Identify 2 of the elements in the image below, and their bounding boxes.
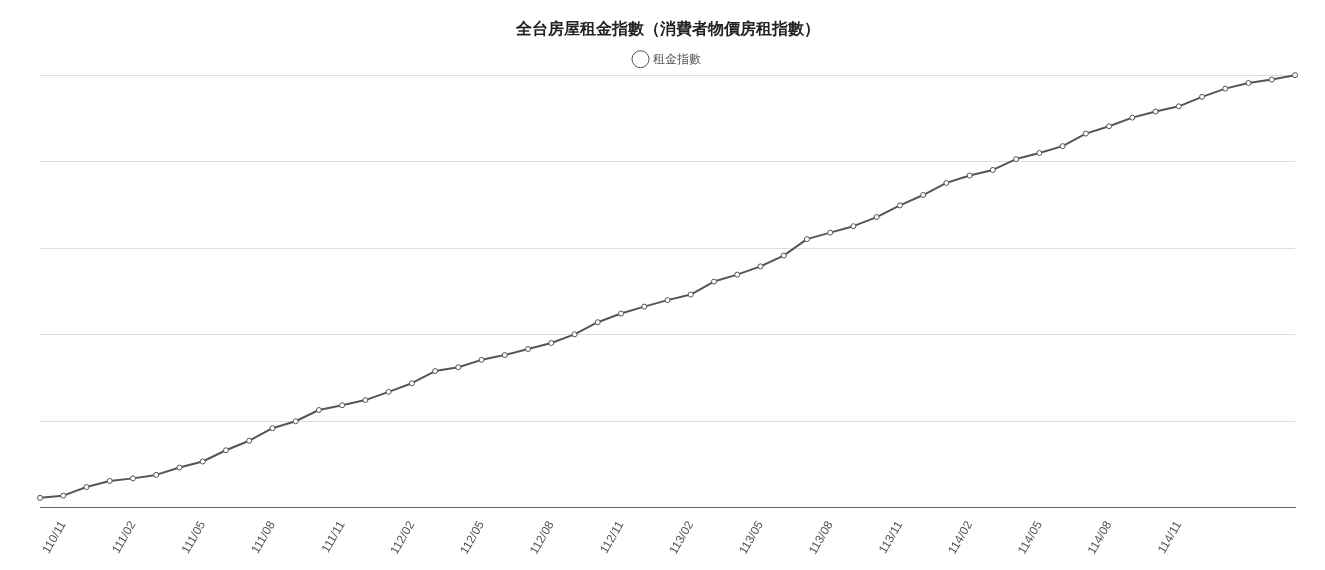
legend-label: 租金指數 [652, 51, 701, 66]
chart-title: 全台房屋租金指數（消費者物價房租指數） [514, 18, 820, 38]
